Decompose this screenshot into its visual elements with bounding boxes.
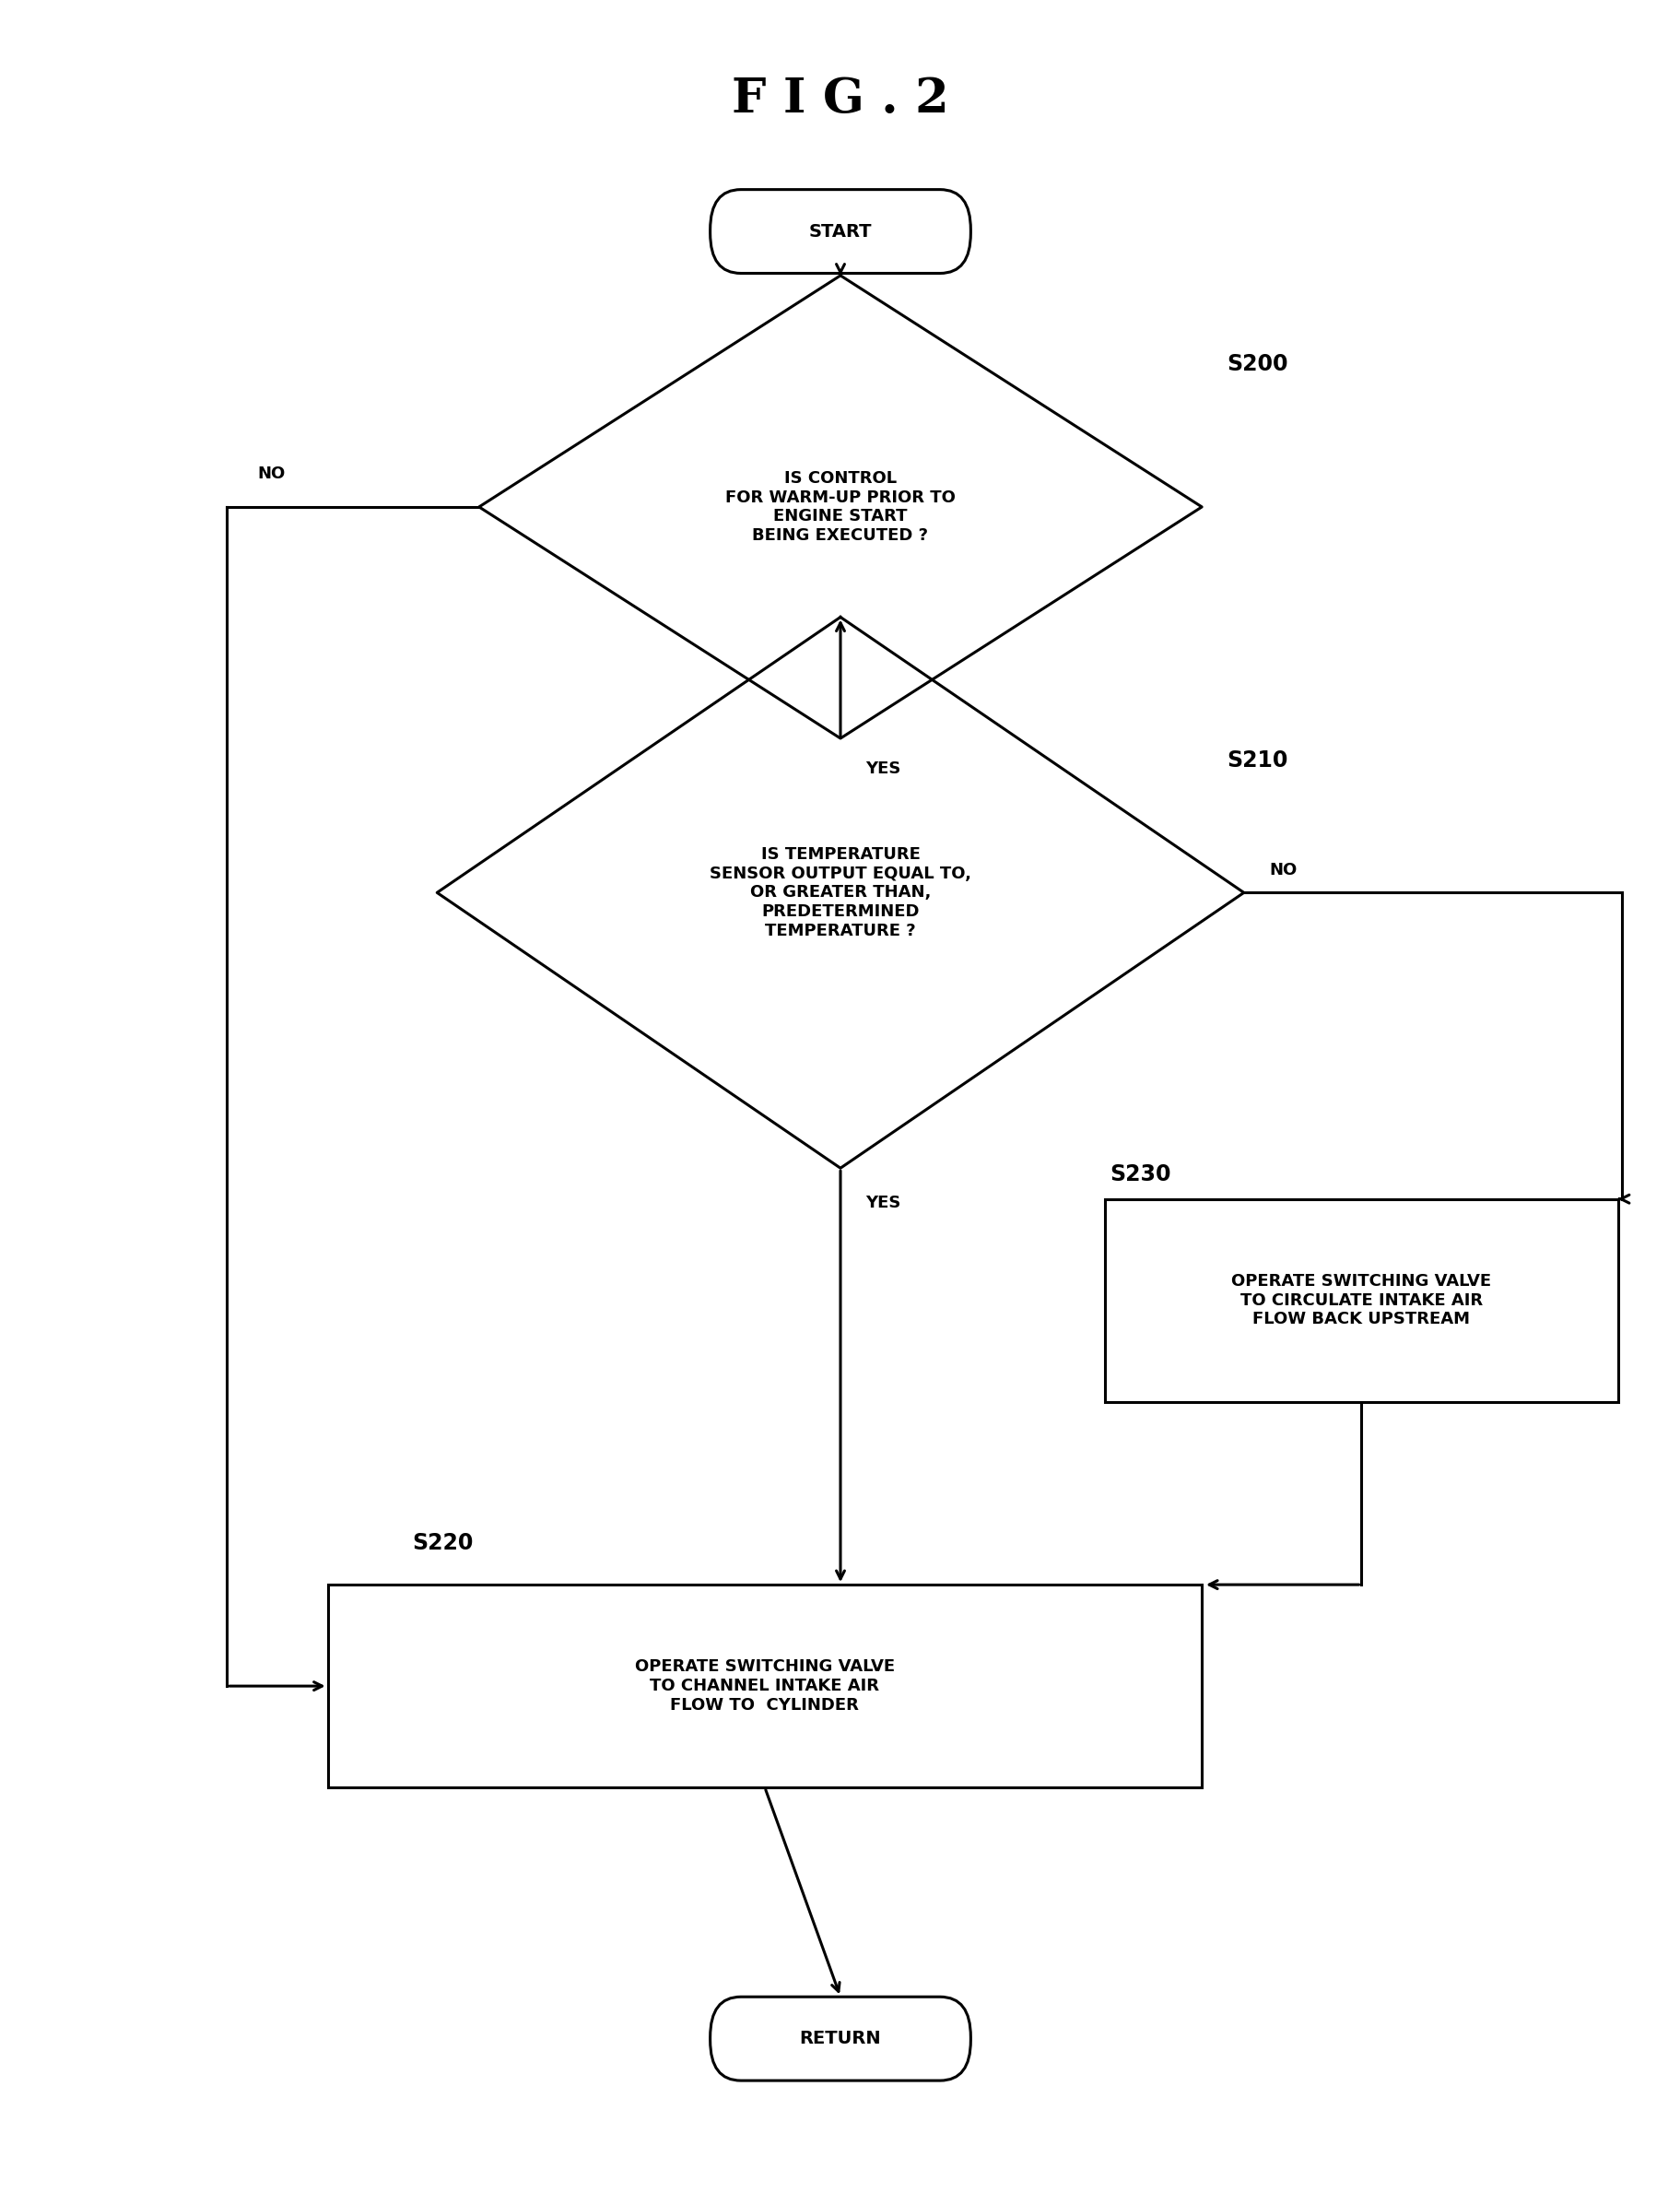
- Text: S210: S210: [1226, 749, 1287, 771]
- Text: S220: S220: [412, 1532, 472, 1554]
- Bar: [1105, 1199, 1616, 1402]
- Text: S230: S230: [1109, 1164, 1169, 1186]
- Text: F I G . 2: F I G . 2: [731, 75, 949, 123]
- Bar: [328, 1585, 1201, 1787]
- Text: IS TEMPERATURE
SENSOR OUTPUT EQUAL TO,
OR GREATER THAN,
PREDETERMINED
TEMPERATUR: IS TEMPERATURE SENSOR OUTPUT EQUAL TO, O…: [709, 846, 971, 939]
- FancyBboxPatch shape: [709, 190, 969, 273]
- Text: IS CONTROL
FOR WARM-UP PRIOR TO
ENGINE START
BEING EXECUTED ?: IS CONTROL FOR WARM-UP PRIOR TO ENGINE S…: [726, 469, 954, 544]
- Text: OPERATE SWITCHING VALVE
TO CIRCULATE INTAKE AIR
FLOW BACK UPSTREAM: OPERATE SWITCHING VALVE TO CIRCULATE INT…: [1231, 1274, 1490, 1327]
- Text: OPERATE SWITCHING VALVE
TO CHANNEL INTAKE AIR
FLOW TO  CYLINDER: OPERATE SWITCHING VALVE TO CHANNEL INTAK…: [635, 1660, 894, 1713]
- FancyBboxPatch shape: [709, 1997, 969, 2081]
- Text: NO: NO: [1268, 862, 1297, 879]
- Text: YES: YES: [865, 760, 900, 778]
- Text: NO: NO: [257, 465, 286, 483]
- Text: START: START: [808, 223, 872, 240]
- Text: YES: YES: [865, 1195, 900, 1212]
- Text: RETURN: RETURN: [800, 2030, 880, 2048]
- Text: S200: S200: [1226, 353, 1287, 375]
